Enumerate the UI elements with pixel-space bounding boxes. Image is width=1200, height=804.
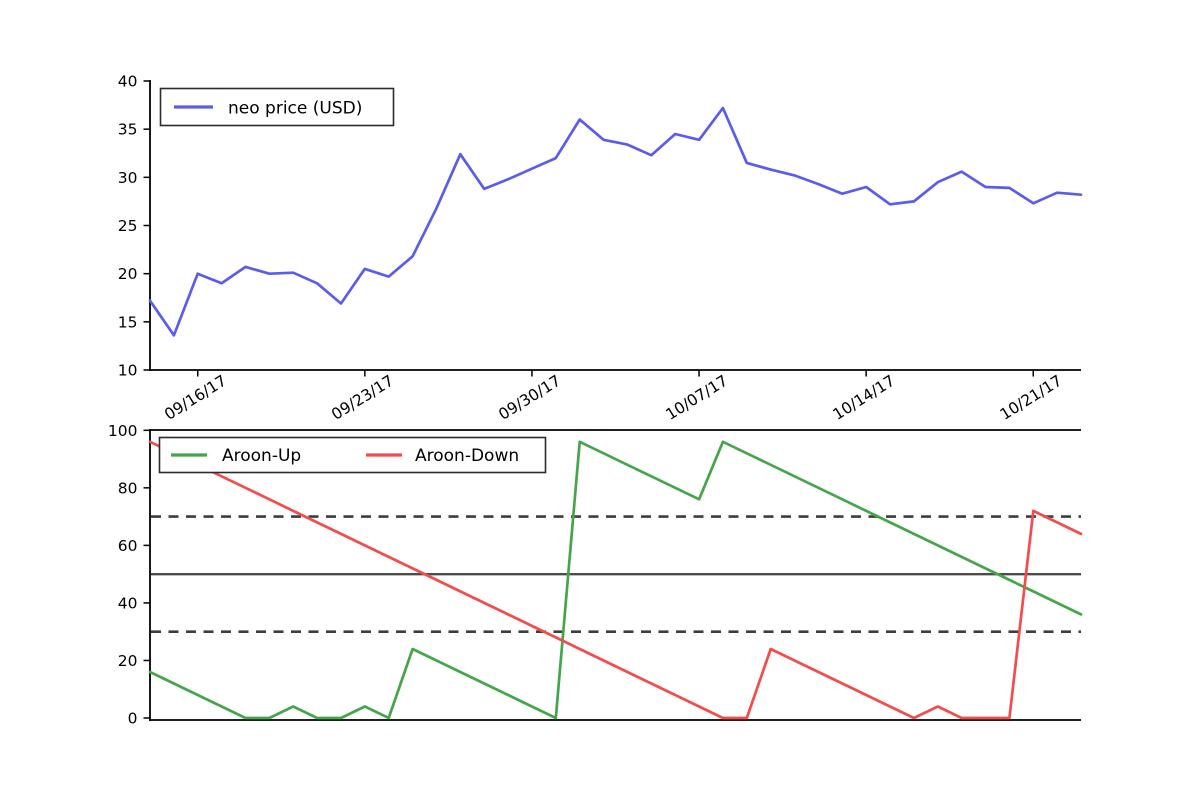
neo-price-usd--line: [148, 106, 1083, 337]
y-tick-label: 10: [118, 362, 138, 380]
y-tick-label: 15: [118, 313, 138, 331]
y-tick-label: 40: [118, 594, 138, 612]
y-tick-label: 40: [118, 73, 138, 91]
y-tick-label: 80: [118, 479, 138, 497]
aroon-up-line: [148, 440, 1083, 720]
y-tick-label: 25: [118, 217, 138, 235]
x-tick-label: 09/16/17: [161, 372, 230, 424]
y-tick-label: 20: [118, 652, 138, 670]
x-tick-label: 10/14/17: [830, 372, 899, 424]
price-legend-label: neo price (USD): [228, 99, 362, 119]
y-tick-label: 35: [118, 121, 138, 139]
y-tick-label: 0: [128, 710, 138, 728]
y-tick-label: 20: [118, 265, 138, 283]
aroon-panel: 0 20 40 60 80 100: [108, 422, 1083, 728]
y-tick-label: 30: [118, 169, 138, 187]
aroon-up-legend-label: Aroon-Up: [222, 446, 301, 466]
aroon-down-line: [148, 440, 1083, 720]
x-tick-label: 10/21/17: [997, 372, 1066, 424]
aroon-legend: Aroon-Up Aroon-Down: [158, 436, 547, 474]
aroon-down-legend-label: Aroon-Down: [415, 446, 519, 466]
y-tick-label: 100: [108, 422, 138, 440]
price-legend: neo price (USD): [159, 87, 395, 127]
x-tick-label: 10/07/17: [663, 372, 732, 424]
x-tick-label: 09/23/17: [328, 372, 397, 424]
aroon-legend-box: [158, 436, 547, 474]
x-tick-label: 09/30/17: [495, 372, 564, 424]
y-tick-label: 60: [118, 537, 138, 555]
